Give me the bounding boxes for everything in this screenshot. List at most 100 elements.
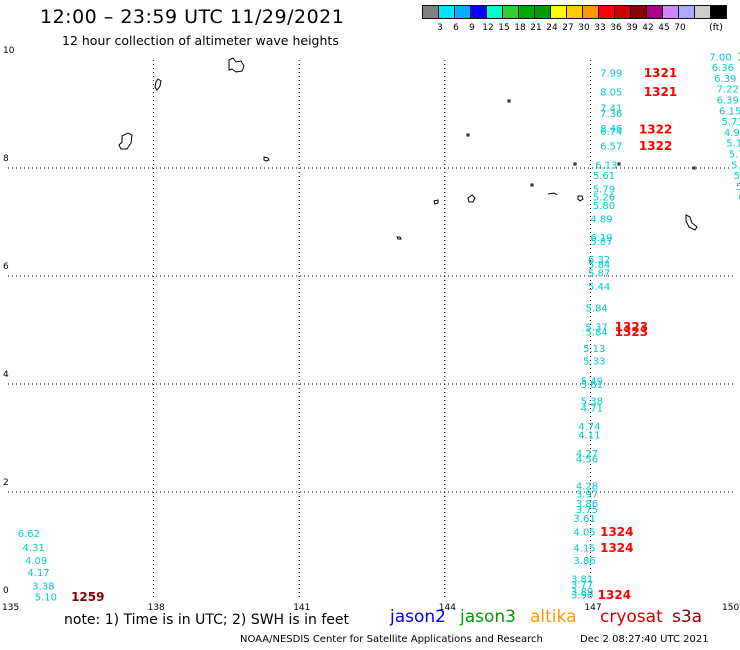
- legend-label: 39: [626, 23, 638, 33]
- island-shape: [154, 78, 162, 91]
- legend-unit: (ft): [709, 23, 723, 33]
- swh-label: 5.72: [729, 150, 740, 161]
- footnote: note: 1) Time is in UTC; 2) SWH is in fe…: [64, 612, 350, 628]
- swh-label: 5.11: [736, 182, 740, 193]
- swh-label: 5.64: [731, 160, 740, 171]
- island-shape: [396, 236, 402, 240]
- swh-label: 5.33: [583, 356, 605, 367]
- swh-label: 5.49: [581, 376, 603, 387]
- pass-time-label: 1323: [615, 320, 648, 334]
- pass-time-label: 1324: [600, 525, 633, 539]
- swh-label: 6.39: [714, 74, 736, 85]
- swh-label: 6.36: [712, 63, 734, 74]
- swh-label: 5.10: [35, 592, 57, 603]
- swh-label: 5.84: [586, 328, 608, 339]
- island-shape: [467, 194, 476, 203]
- swh-label: 5.79: [593, 185, 615, 196]
- swh-label: 6.13: [595, 160, 617, 171]
- island-shape: [577, 195, 584, 202]
- swh-label: 5.84: [588, 260, 610, 271]
- pass-time-label: 1322: [639, 123, 672, 137]
- island-shape: [466, 133, 470, 137]
- swh-label: 4.89: [590, 214, 612, 225]
- island-shape: [530, 183, 534, 187]
- island-shape: [692, 166, 696, 170]
- y-tick-label: 8: [3, 154, 9, 164]
- pass-time-label: 1321: [644, 66, 677, 80]
- coastline: [118, 57, 698, 240]
- satellite-altika: altika: [530, 607, 577, 627]
- legend-swatch: [710, 5, 727, 19]
- legend-label: 3: [437, 23, 443, 33]
- swh-label: 6.09: [738, 193, 740, 204]
- swh-label: 5.84: [734, 171, 740, 182]
- swh-label: 5.26: [593, 193, 615, 204]
- swh-label: 5.38: [581, 396, 603, 407]
- pass-time-label: 1259: [71, 590, 104, 604]
- island-shape: [547, 192, 558, 196]
- swh-label: 7.99: [600, 69, 622, 80]
- swh-label: 5.44: [588, 282, 610, 293]
- legend-label: 33: [594, 23, 606, 33]
- swh-label: 5.61: [593, 171, 615, 182]
- legend-label: 18: [514, 23, 526, 33]
- page-subtitle: 12 hour collection of altimeter wave hei…: [62, 33, 339, 48]
- island-shape: [263, 156, 270, 162]
- pass-time-label: 1322: [639, 139, 672, 153]
- swh-label: 3.86: [576, 499, 598, 510]
- legend-label: 12: [482, 23, 494, 33]
- swh-label: 5.61: [581, 380, 603, 391]
- swh-label: 8.46: [600, 124, 622, 135]
- swh-label: 4.05: [573, 528, 595, 539]
- legend-label: 21: [530, 23, 542, 33]
- map-grid: [8, 60, 736, 600]
- y-tick-label: 10: [3, 46, 15, 56]
- color-legend: 3 6 9 12 15 18 21 24 27 30 33 36 39 42 45 70 (ft): [422, 5, 728, 35]
- pass-time-label: 1324: [600, 541, 633, 555]
- y-tick-label: 4: [3, 370, 9, 380]
- page-title: 12:00 – 23:59 UTC 11/29/2021: [40, 6, 345, 28]
- swh-label: 4.15: [573, 544, 595, 555]
- legend-label: 45: [658, 23, 670, 33]
- swh-label: 3.86: [573, 556, 595, 567]
- legend-label: 6: [453, 23, 459, 33]
- swh-label: 4.74: [578, 422, 600, 433]
- x-tick-label: 144: [438, 603, 456, 613]
- swh-label: 5.87: [590, 237, 612, 248]
- swh-label: 5.73: [721, 117, 740, 128]
- swh-label: 5.84: [586, 303, 608, 314]
- swh-label: 5.13: [583, 344, 605, 355]
- swh-label: 8.05: [600, 87, 622, 98]
- swh-label: 4.11: [578, 430, 600, 441]
- legend-label: 36: [610, 23, 622, 33]
- swh-label: 4.71: [581, 403, 603, 414]
- swh-label: 6.15: [719, 106, 740, 117]
- swh-label: 5.80: [593, 201, 615, 212]
- x-tick-label: 141: [293, 603, 311, 613]
- x-tick-label: 150: [722, 603, 740, 613]
- swh-label: 6.57: [600, 141, 622, 152]
- satellite-s3a: s3a: [672, 607, 703, 627]
- swh-label: 6.32: [588, 255, 610, 266]
- pass-time-label: 1323: [615, 325, 648, 339]
- x-tick-label: 135: [2, 603, 20, 613]
- swh-label: 6.39: [717, 96, 739, 107]
- swh-label: 3.77: [571, 580, 593, 591]
- swh-label: 3.81: [571, 574, 593, 585]
- island-shape: [617, 162, 621, 166]
- island-shape: [507, 99, 511, 103]
- y-tick-label: 6: [3, 262, 9, 272]
- swh-label: 6.62: [18, 529, 40, 540]
- footer-credit: NOAA/NESDIS Center for Satellite Applica…: [240, 634, 543, 645]
- swh-label: 7.36: [600, 109, 622, 120]
- swh-label: 4.28: [576, 482, 598, 493]
- legend-label: 24: [546, 23, 558, 33]
- satellite-jason2: jason2: [390, 607, 446, 627]
- footer-timestamp: Dec 2 08:27:40 UTC 2021: [580, 634, 709, 645]
- swh-label: 3.97: [576, 490, 598, 501]
- swh-label: 6.74: [600, 127, 622, 138]
- swh-label: 4.27: [576, 449, 598, 460]
- pass-time-label: 1324: [598, 588, 631, 602]
- swh-label: 4.17: [27, 568, 49, 579]
